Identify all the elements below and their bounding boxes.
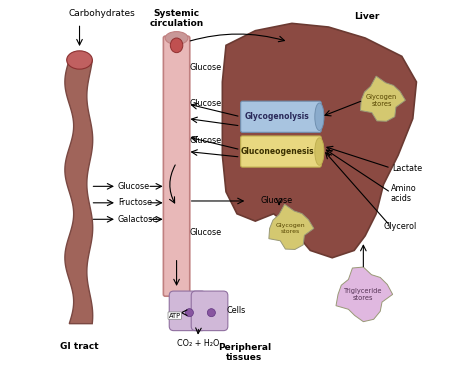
Ellipse shape [315,103,324,131]
FancyBboxPatch shape [191,291,228,331]
Polygon shape [222,23,417,258]
FancyBboxPatch shape [241,136,321,167]
Text: GI tract: GI tract [60,342,99,351]
Text: Systemic
circulation: Systemic circulation [149,9,204,28]
Text: Glucose: Glucose [190,99,221,108]
Ellipse shape [170,38,183,53]
Text: Galactose: Galactose [118,215,158,224]
Text: Glycogen
stores: Glycogen stores [275,223,305,234]
Text: Cells: Cells [227,306,246,315]
Ellipse shape [207,308,215,317]
Ellipse shape [67,51,92,69]
Polygon shape [336,267,392,322]
Text: Glycogenolysis: Glycogenolysis [245,112,310,121]
Ellipse shape [185,308,193,317]
Polygon shape [269,204,314,249]
Text: Gluconeogenesis: Gluconeogenesis [240,147,314,156]
Text: Glucose: Glucose [261,196,293,206]
Text: Carbohydrates: Carbohydrates [69,9,135,18]
Polygon shape [65,60,93,324]
Text: Glucose: Glucose [118,182,150,191]
Text: Peripheral
tissues: Peripheral tissues [218,342,271,362]
Text: Amino
acids: Amino acids [391,184,417,203]
Text: Liver: Liver [354,13,380,21]
Text: Fructose: Fructose [118,198,152,207]
Text: Glycogen
stores: Glycogen stores [366,94,397,107]
Polygon shape [360,76,405,121]
Text: Glucose: Glucose [190,63,221,72]
Text: Glycerol: Glycerol [383,222,417,231]
Text: Triglyceride
stores: Triglyceride stores [344,288,383,301]
Text: ATP: ATP [169,313,181,318]
Text: Lactate: Lactate [392,163,423,173]
FancyBboxPatch shape [169,291,206,331]
Text: Glucose: Glucose [190,136,221,145]
FancyBboxPatch shape [164,36,190,296]
FancyBboxPatch shape [241,101,321,132]
Ellipse shape [315,138,324,165]
Ellipse shape [165,32,188,44]
Text: Glucose: Glucose [190,228,221,237]
Text: CO₂ + H₂O: CO₂ + H₂O [177,339,219,348]
